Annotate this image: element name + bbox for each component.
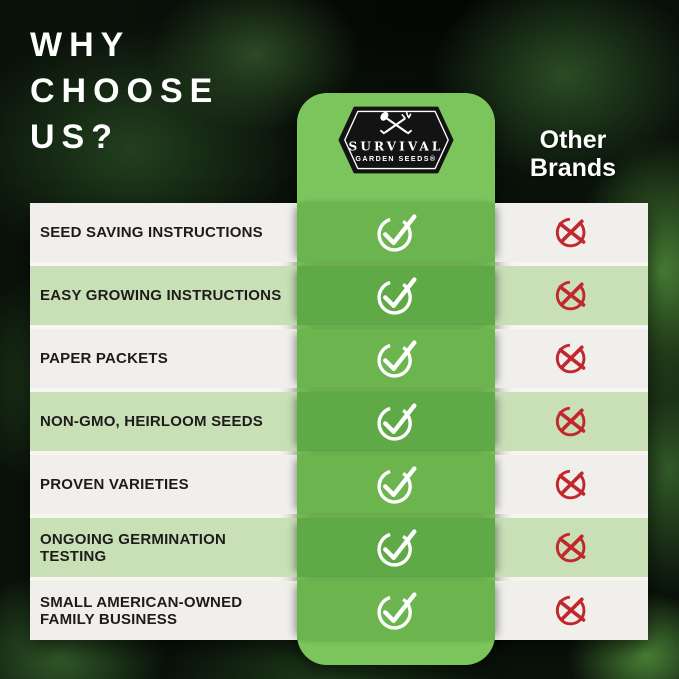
brand-logo-badge: SURVIVAL GARDEN SEEDS® [338,106,454,174]
brand-subname: GARDEN SEEDS® [355,155,436,163]
x-circle-icon [555,280,586,311]
brand-name: SURVIVAL [349,140,444,154]
competitor-value-cell [495,518,648,577]
row-label: NON-GMO, HEIRLOOM SEEDS [30,392,297,451]
comparison-row: EASY GROWING INSTRUCTIONS [30,266,648,325]
comparison-table: SEED SAVING INSTRUCTIONS EASY GROWING IN… [30,203,648,640]
comparison-row: PAPER PACKETS [30,329,648,388]
check-circle-icon [376,340,417,378]
x-circle-icon [555,532,586,563]
row-label: EASY GROWING INSTRUCTIONS [30,266,297,325]
check-circle-icon [376,403,417,441]
comparison-row: SEED SAVING INSTRUCTIONS [30,203,648,262]
competitor-column-header: Other Brands [529,126,617,182]
check-circle-icon [376,277,417,315]
brand-value-cell [297,203,495,262]
comparison-row: ONGOING GERMINATION TESTING [30,518,648,577]
page-title: WHY CHOOSE US? [30,26,220,156]
comparison-row: SMALL AMERICAN-OWNED FAMILY BUSINESS [30,581,648,640]
brand-value-cell [297,581,495,640]
comparison-row: PROVEN VARIETIES [30,455,648,514]
check-circle-icon [376,592,417,630]
check-circle-icon [376,529,417,567]
brand-value-cell [297,518,495,577]
row-label: SEED SAVING INSTRUCTIONS [30,203,297,262]
brand-value-cell [297,329,495,388]
competitor-value-cell [495,266,648,325]
row-label: SMALL AMERICAN-OWNED FAMILY BUSINESS [30,581,297,640]
competitor-value-cell [495,329,648,388]
competitor-value-cell [495,581,648,640]
badge-inner-outline [344,110,449,170]
competitor-value-cell [495,455,648,514]
crossed-shovel-and-pitchfork-icon [380,111,412,135]
competitor-value-cell [495,392,648,451]
brand-value-cell [297,455,495,514]
badge-hexagon [338,106,454,174]
row-label: ONGOING GERMINATION TESTING [30,518,297,577]
brand-value-cell [297,266,495,325]
row-label: PROVEN VARIETIES [30,455,297,514]
x-circle-icon [555,406,586,437]
row-label: PAPER PACKETS [30,329,297,388]
x-circle-icon [555,469,586,500]
x-circle-icon [555,595,586,626]
check-circle-icon [376,214,417,252]
comparison-row: NON-GMO, HEIRLOOM SEEDS [30,392,648,451]
brand-value-cell [297,392,495,451]
competitor-value-cell [495,203,648,262]
x-circle-icon [555,343,586,374]
check-circle-icon [376,466,417,504]
x-circle-icon [555,217,586,248]
